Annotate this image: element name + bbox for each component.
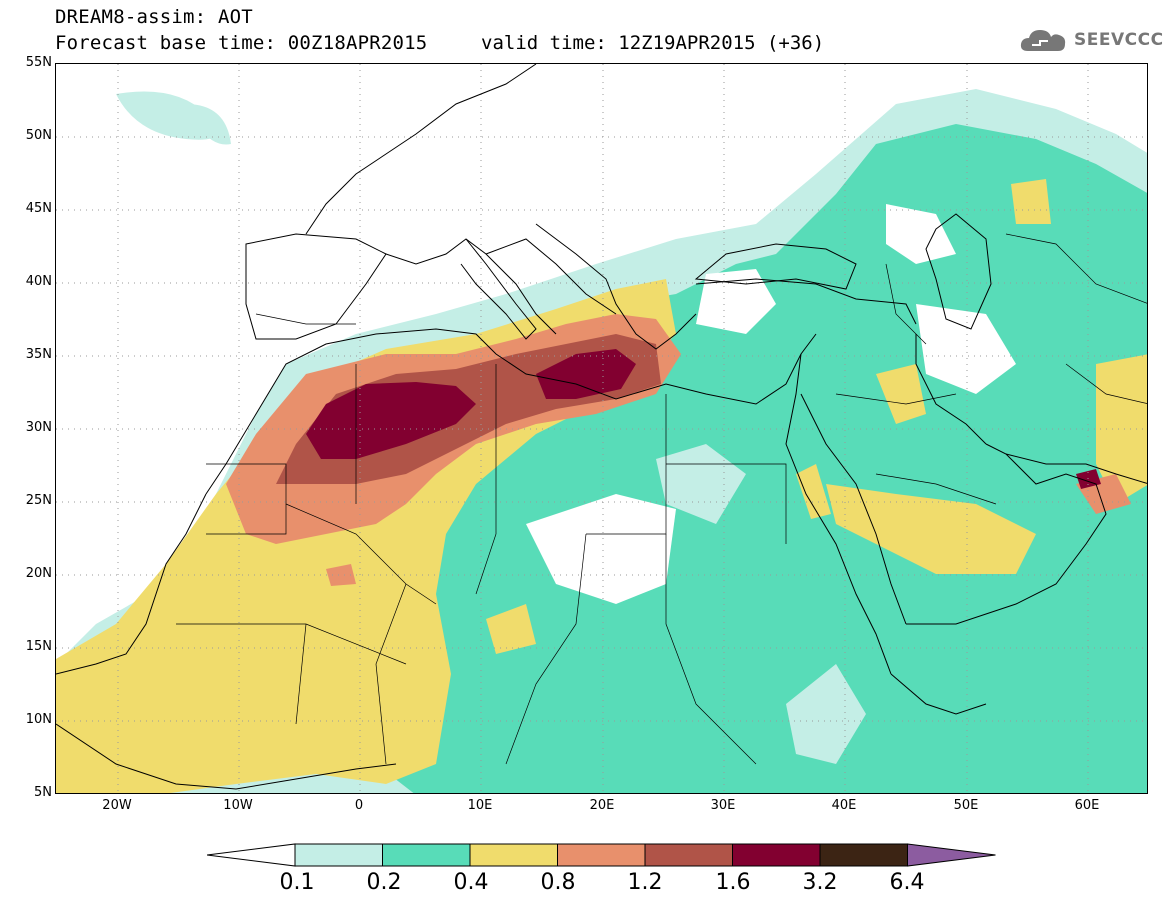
coastlines (56, 64, 1147, 790)
scale-label-0-1: 0.1 (279, 870, 315, 895)
lat-label-30n: 30N (25, 420, 52, 435)
lon-label-0: 0 (354, 798, 364, 813)
aot-contours (56, 89, 1147, 793)
scale-label-3-2: 3.2 (802, 870, 838, 895)
lon-label-10e: 10E (467, 798, 493, 813)
scale-cell (469, 843, 558, 867)
lat-label-45n: 45N (25, 201, 52, 216)
lat-label-25n: 25N (25, 493, 52, 508)
scale-cell (644, 843, 733, 867)
scale-cell (819, 843, 908, 867)
lat-label-10n: 10N (25, 712, 52, 727)
valid-time: valid time: 12Z19APR2015 (+36) (481, 32, 825, 54)
lat-label-20n: 20N (25, 566, 52, 581)
logo-text: SEEVCCC (1074, 30, 1164, 50)
seevccc-logo: SEEVCCC (1018, 24, 1164, 56)
lon-label-20e: 20E (589, 798, 615, 813)
lat-label-15n: 15N (25, 639, 52, 654)
scale-cell (557, 843, 646, 867)
scale-label-1-6: 1.6 (715, 870, 751, 895)
cloud-logo-icon (1020, 30, 1066, 51)
scale-arrow-low (207, 843, 296, 867)
scale-label-6-4: 6.4 (889, 870, 925, 895)
aot-map (56, 64, 1147, 793)
forecast-base-time: Forecast base time: 00Z18APR2015 (55, 32, 428, 54)
lon-label-30e: 30E (710, 798, 736, 813)
map-area (55, 63, 1148, 794)
color-scale-bar (207, 843, 996, 867)
color-scale-cells (207, 843, 996, 867)
scale-cell (732, 843, 821, 867)
lat-label-35n: 35N (25, 347, 52, 362)
scale-label-1-2: 1.2 (627, 870, 663, 895)
lon-label-20w: 20W (102, 798, 132, 813)
scale-arrow-high (907, 843, 996, 867)
scale-cell (294, 843, 383, 867)
scale-label-0-8: 0.8 (540, 870, 576, 895)
lon-label-50e: 50E (953, 798, 979, 813)
scale-cell (382, 843, 471, 867)
scale-label-0-4: 0.4 (453, 870, 489, 895)
lat-label-55n: 55N (25, 55, 52, 70)
lon-label-10w: 10W (223, 798, 253, 813)
grid-lines (56, 64, 1147, 793)
lon-label-60e: 60E (1074, 798, 1100, 813)
map-title: DREAM8-assim: AOT (55, 6, 253, 28)
scale-label-0-2: 0.2 (366, 870, 402, 895)
lat-label-40n: 40N (25, 274, 52, 289)
lat-label-5n: 5N (34, 785, 52, 800)
borders (176, 233, 1147, 765)
lon-label-40e: 40E (831, 798, 857, 813)
lat-label-50n: 50N (25, 128, 52, 143)
